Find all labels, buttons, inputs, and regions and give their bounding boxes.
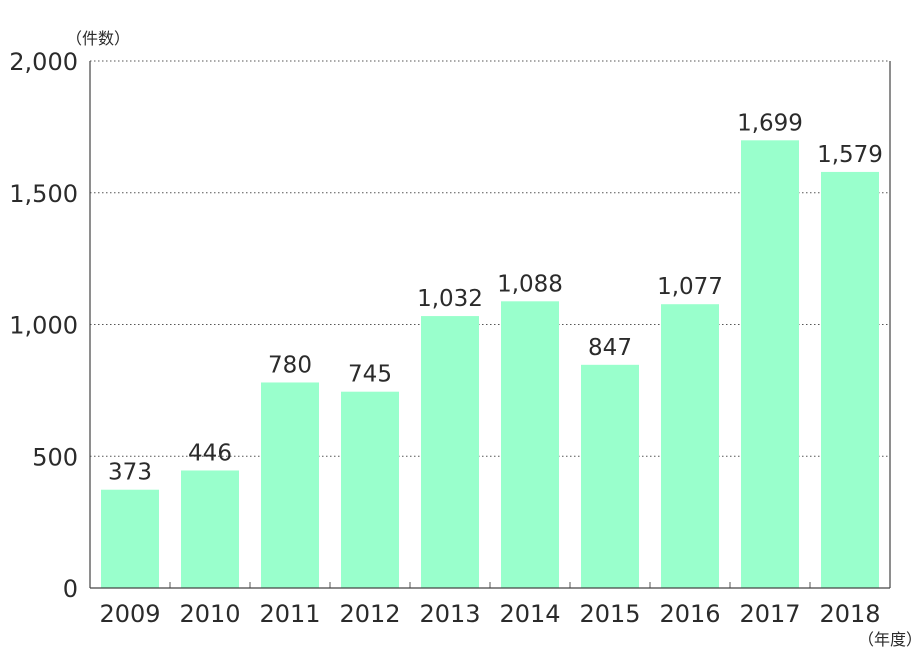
bar (741, 140, 799, 588)
data-label: 745 (348, 362, 392, 388)
data-label: 847 (588, 335, 632, 361)
x-tick-label: 2015 (579, 600, 640, 628)
bar (501, 301, 559, 588)
y-tick-label: 1,500 (9, 180, 78, 208)
bar (101, 489, 159, 588)
data-label: 1,088 (497, 271, 563, 297)
data-label: 1,077 (657, 274, 723, 300)
bars (101, 140, 879, 588)
x-tick-label: 2014 (499, 600, 560, 628)
bar (821, 171, 879, 588)
x-tick-label: 2009 (99, 600, 160, 628)
x-tick-label: 2010 (179, 600, 240, 628)
bar (181, 470, 239, 588)
y-tick-label: 2,000 (9, 48, 78, 76)
axes: 0 500 1,000 1,500 2,000 2009 2010 2011 2012 2013 2… (9, 48, 891, 628)
data-label: 1,579 (817, 142, 883, 168)
y-tick-label: 0 (63, 575, 78, 603)
y-tick-label: 500 (32, 443, 78, 471)
x-tick-label: 2011 (259, 600, 320, 628)
data-label: 1,699 (737, 110, 803, 136)
bar (421, 316, 479, 588)
data-label: 373 (108, 460, 152, 486)
x-tick-label: 2013 (419, 600, 480, 628)
bar (341, 391, 399, 588)
x-tick-label: 2012 (339, 600, 400, 628)
y-tick-label: 1,000 (9, 312, 78, 340)
data-label: 1,032 (417, 286, 483, 312)
x-tick-label: 2016 (659, 600, 720, 628)
labels: （件数） （年度） 373 446 780 745 1,032 1,088 847 1,077… (66, 29, 920, 649)
bar (581, 364, 639, 588)
data-label: 446 (188, 440, 232, 466)
x-axis-unit-label: （年度） (858, 630, 920, 649)
x-tick-label: 2018 (819, 600, 880, 628)
y-axis-unit-label: （件数） (66, 29, 130, 48)
data-label: 780 (268, 352, 312, 378)
x-tick-label: 2017 (739, 600, 800, 628)
bar (261, 382, 319, 588)
bar (661, 304, 719, 588)
